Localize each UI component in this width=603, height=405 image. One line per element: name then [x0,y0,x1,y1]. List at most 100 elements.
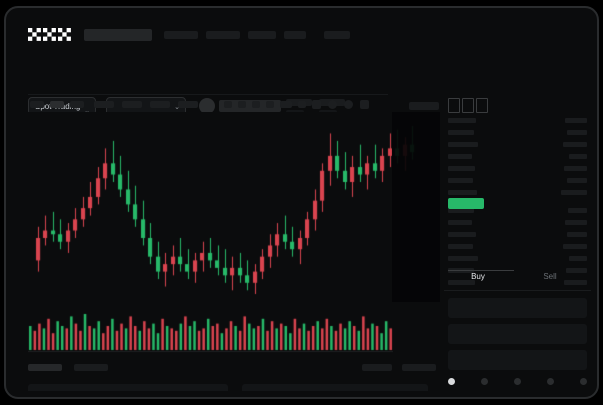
app-screen: Spot Trading ⌄ ⌄ [14,16,591,391]
order-amount-field[interactable] [448,324,587,344]
tab-sell[interactable]: Sell [543,272,557,281]
orderbook-price [448,190,477,195]
orderbook-row[interactable] [448,164,587,173]
fib-icon[interactable] [252,101,260,108]
okx-logo-icon[interactable] [28,28,74,41]
timeframe-7[interactable] [178,101,198,108]
text-icon[interactable] [266,101,274,108]
book-asks-icon[interactable] [476,98,488,113]
chart-tab-2[interactable] [74,364,108,371]
timeframe-1[interactable] [30,101,44,108]
orderbook-mid-price [448,198,484,209]
orderbook-size [569,256,587,261]
orderbook-row[interactable] [448,116,587,125]
device-frame: Spot Trading ⌄ ⌄ [4,6,599,399]
volume-chart[interactable] [28,312,393,354]
trendline-icon[interactable] [238,101,246,108]
chevron-down-icon: ⌄ [174,104,180,111]
chart-toolbar [28,94,388,114]
nav-item-1[interactable] [164,31,198,39]
cursor-icon[interactable] [224,101,232,108]
ruler-icon[interactable] [298,101,306,108]
chart-footer-item-4[interactable] [402,364,436,371]
carousel-dot[interactable] [547,378,554,385]
carousel-dot[interactable] [448,378,455,385]
orderbook-row[interactable] [448,206,587,215]
timeframe-3[interactable] [70,101,84,108]
last-price [219,100,281,112]
book-bids-icon[interactable] [462,98,474,113]
magnet-icon[interactable] [328,100,337,109]
timeframe-4[interactable] [94,101,114,108]
tab-underline [448,270,514,271]
orderbook-price [448,178,473,183]
book-both-icon[interactable] [448,98,460,113]
orderbook-view-toggle [448,98,508,113]
orderbook-row[interactable] [448,152,587,161]
orderbook-size [563,244,587,249]
eye-icon[interactable] [344,100,353,109]
order-price-field[interactable] [448,298,587,318]
nav-item-3[interactable] [248,31,276,39]
chart-footer-item-3[interactable] [362,364,392,371]
orderbook-price [448,244,473,249]
carousel-dot[interactable] [481,378,488,385]
search-input[interactable] [84,29,152,41]
nav-item-5[interactable] [324,31,350,39]
bottom-panel-left[interactable] [28,384,228,391]
orderbook-size [564,280,587,285]
orderbook-row[interactable] [448,188,587,197]
timeframe-2[interactable] [50,101,64,108]
nav-item-2[interactable] [206,31,240,39]
orderbook-size [566,268,587,273]
orderbook-row[interactable] [448,218,587,227]
orderbook-price [448,208,474,213]
orderbook-row[interactable] [448,128,587,137]
top-navigation-bar [14,16,591,48]
market-sub-bar: Spot Trading ⌄ ⌄ [14,48,591,117]
wave-icon[interactable] [280,101,292,108]
orderbook-size [565,118,587,123]
lock-icon[interactable] [360,100,369,109]
orderbook-size [563,142,587,147]
orderbook-row[interactable] [448,254,587,263]
orderbook-price [448,220,472,225]
orderbook-price [448,130,474,135]
orderbook-price [448,118,476,123]
orderbook-size [567,232,587,237]
orderbook-row[interactable] [448,242,587,251]
coin-icon [199,98,215,114]
orderbook-price [448,256,478,261]
nav-item-4[interactable] [284,31,306,39]
orderbook-size [569,154,587,159]
orderbook-rows[interactable] [448,116,587,290]
orderbook-price [448,280,475,285]
carousel-dots[interactable] [448,378,587,386]
bottom-panel-right[interactable] [242,384,428,391]
orderbook-row[interactable] [448,230,587,239]
orderbook-row[interactable] [448,176,587,185]
orderbook-size [567,178,587,183]
chevron-down-icon: ⌄ [84,103,90,121]
chart-tab-1[interactable] [28,364,62,371]
timeframe-6[interactable] [150,101,170,108]
chart-overlay-shade [392,112,440,302]
orderbook-price [448,154,472,159]
timeframe-5[interactable] [122,101,142,108]
tab-buy[interactable]: Buy [471,272,485,281]
order-form-tabs: Buy Sell [444,268,591,291]
stat-3 [409,102,439,110]
orderbook-size [567,130,587,135]
orderbook-size [568,208,587,213]
orderbook-size [564,166,587,171]
orderbook-row[interactable] [448,278,587,287]
carousel-dot[interactable] [580,378,587,385]
order-total-field[interactable] [448,350,587,370]
candlestick-chart[interactable] [28,112,440,308]
orderbook-price [448,166,475,171]
brush-icon[interactable] [312,100,321,109]
orderbook-price [448,232,476,237]
carousel-dot[interactable] [514,378,521,385]
orderbook-row[interactable] [448,140,587,149]
